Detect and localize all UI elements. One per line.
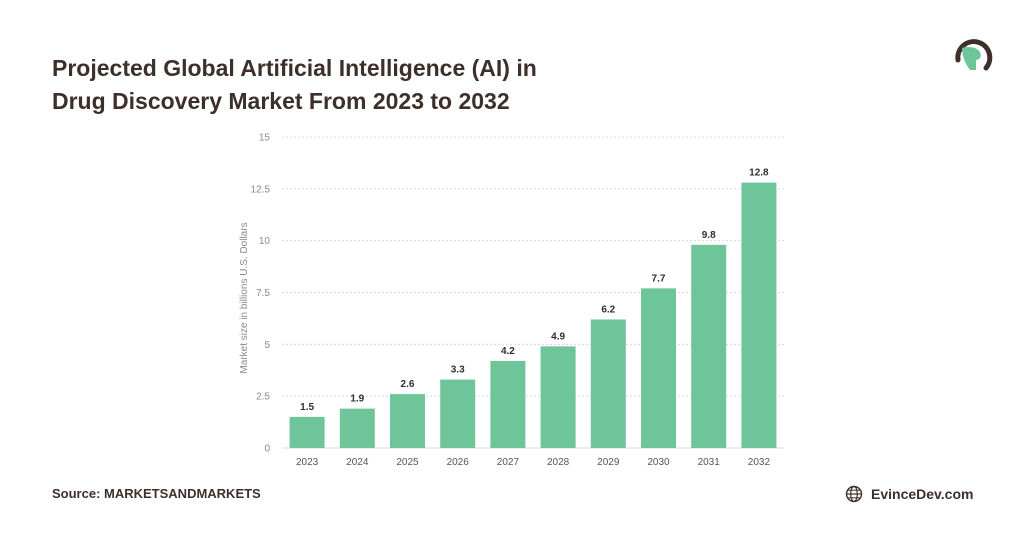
source-note: Source: MARKETSANDMARKETS — [52, 486, 261, 501]
value-label: 9.8 — [702, 230, 716, 241]
bars — [289, 182, 777, 448]
y-tick-label: 12.5 — [251, 184, 271, 195]
bar-2031 — [691, 244, 727, 448]
value-labels: 1.5 1.9 2.6 3.3 4.2 4.9 6.2 7.7 9.8 12.8 — [300, 168, 769, 413]
y-tick-label: 7.5 — [256, 288, 270, 299]
chart-title-line2: Drug Discovery Market From 2023 to 2032 — [52, 88, 510, 114]
value-label: 3.3 — [451, 365, 465, 376]
bar-2028 — [540, 346, 576, 448]
bar-2025 — [390, 394, 425, 448]
x-tick-label: 2026 — [447, 457, 470, 468]
brand-link[interactable]: EvinceDev.com — [845, 485, 973, 503]
y-tick-label: 10 — [259, 236, 271, 247]
globe-icon — [845, 485, 863, 503]
value-label: 7.7 — [652, 273, 666, 284]
bar-2029 — [590, 319, 626, 448]
x-tick-label: 2023 — [296, 457, 319, 468]
y-axis-ticks: 0 2.5 5 7.5 10 12.5 15 — [251, 133, 271, 455]
value-label: 6.2 — [601, 304, 615, 315]
y-tick-label: 5 — [264, 340, 270, 351]
chart-title: Projected Global Artificial Intelligence… — [52, 52, 672, 118]
y-axis-label: Market size in billions U.S. Dollars — [239, 222, 250, 373]
value-label: 4.2 — [501, 346, 515, 357]
y-tick-label: 0 — [264, 444, 270, 455]
bar-2026 — [440, 379, 476, 448]
x-tick-label: 2030 — [647, 457, 670, 468]
chart-title-line1: Projected Global Artificial Intelligence… — [52, 55, 537, 81]
x-axis-ticks: 2023 2024 2025 2026 2027 2028 2029 2030 2031 2032 — [296, 457, 770, 468]
bar-2023 — [289, 416, 325, 448]
x-tick-label: 2028 — [547, 457, 570, 468]
bar-2024 — [339, 408, 375, 448]
x-tick-label: 2024 — [346, 457, 369, 468]
bar-2032 — [741, 182, 777, 448]
bar-2030 — [641, 288, 676, 448]
spartan-helmet-icon — [955, 39, 993, 71]
x-tick-label: 2029 — [597, 457, 620, 468]
y-tick-label: 15 — [259, 133, 271, 144]
y-tick-label: 2.5 — [256, 392, 270, 403]
x-tick-label: 2031 — [698, 457, 721, 468]
x-tick-label: 2032 — [748, 457, 771, 468]
bar-2027 — [490, 360, 526, 448]
value-label: 1.9 — [350, 394, 364, 405]
x-tick-label: 2025 — [396, 457, 419, 468]
value-label: 12.8 — [749, 168, 769, 179]
value-label: 2.6 — [401, 379, 415, 390]
x-tick-label: 2027 — [497, 457, 520, 468]
value-label: 1.5 — [300, 402, 314, 413]
value-label: 4.9 — [551, 331, 565, 342]
brand-label: EvinceDev.com — [871, 486, 974, 502]
